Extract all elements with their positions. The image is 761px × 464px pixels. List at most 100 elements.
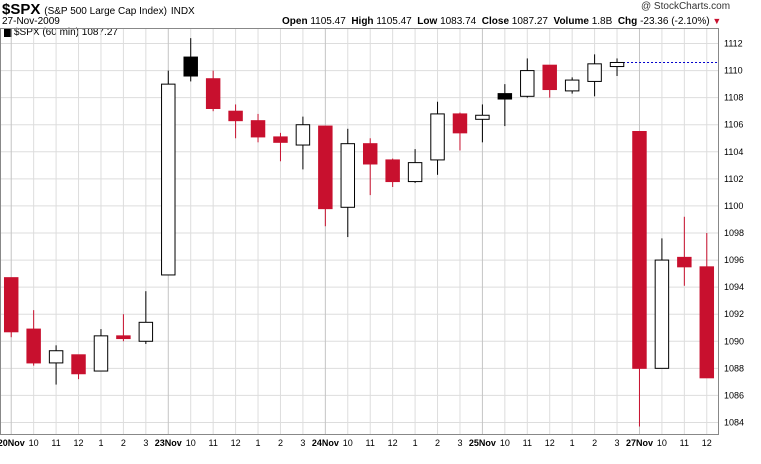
x-tick-label: 2 [592,438,597,448]
watermark: @ StockCharts.com [641,1,731,12]
candle-body [587,63,602,82]
candle-body [48,350,64,364]
candle-body [250,120,266,138]
x-tick-label: 11 [208,438,217,448]
chart-date: 27-Nov-2009 [2,16,60,27]
x-tick-label: 3 [143,438,148,448]
legend-swatch [4,29,12,37]
candle-body [340,143,356,208]
x-tick-label: 1 [256,438,261,448]
candle-body [93,335,109,372]
symbol: $SPX [2,1,41,18]
x-tick-label: 3 [300,438,305,448]
y-tick-label: 1100 [724,201,743,211]
candle-body [138,321,154,342]
candle-body [183,56,198,77]
chg-value: -23.36 (-2.10%) [640,16,710,27]
volume-label: Volume [553,16,589,27]
candle-body [497,93,513,100]
x-tick-label: 2 [121,438,126,448]
y-tick-label: 1092 [724,309,744,319]
chg-label: Chg [617,16,638,27]
plot-frame [0,28,719,435]
candle-body [407,162,423,183]
x-tick-label: 11 [680,438,689,448]
candle-body [318,125,333,210]
open-value: 1105.47 [310,16,346,27]
y-tick-label: 1102 [724,174,743,184]
x-tick-label: 12 [388,438,398,448]
close-value: 1087.27 [511,16,548,27]
candle-body [475,114,490,120]
candle-body [3,277,19,333]
x-tick-label: 12 [545,438,555,448]
x-tick-label: 11 [51,438,60,448]
y-tick-label: 1094 [724,282,744,292]
candle-body [26,328,41,364]
x-tick-label: 12 [74,438,84,448]
ohlc-readout: Open 1105.47 High 1105.47 Low 1083.74 Cl… [282,15,721,28]
x-tick-label: 2 [278,438,283,448]
candle-body [699,266,715,379]
candle-body [228,110,243,122]
low-label: Low [417,16,438,27]
x-tick-label: 2 [435,438,440,448]
x-tick-label: 11 [366,438,375,448]
candle-body [542,64,557,91]
x-tick-label: 24Nov [312,438,339,448]
candle-body [430,113,445,161]
candle-body [71,354,86,375]
x-tick-label: 11 [523,438,532,448]
x-tick-label: 10 [343,438,353,448]
y-tick-label: 1088 [724,363,744,373]
y-tick-label: 1110 [724,66,743,76]
y-tick-label: 1096 [724,255,744,265]
candle-body [677,256,692,268]
x-tick-label: 3 [615,438,620,448]
candle-body [609,61,625,68]
down-arrow-icon: ▼ [712,16,722,26]
legend: $SPX (60 min) 1087.27 [4,27,118,39]
candle-body [564,79,580,92]
candle-body [362,143,378,165]
x-tick-label: 12 [702,438,712,448]
x-tick-label: 12 [231,438,241,448]
high-label: High [351,16,374,27]
candle-body [273,136,288,143]
candle-body [632,131,647,369]
y-tick-label: 1090 [724,336,744,346]
candle-body [116,335,131,340]
y-tick-label: 1106 [724,120,743,130]
candle-body [452,113,468,134]
x-tick-label: 1 [413,438,418,448]
candle-body [161,83,176,276]
low-value: 1083.74 [440,16,477,27]
candle-body [654,259,670,369]
x-tick-label: 1 [98,438,103,448]
chart-title: $SPX (S&P 500 Large Cap Index) INDX [2,1,195,20]
high-value: 1105.47 [376,16,412,27]
x-tick-label: 25Nov [469,438,496,448]
x-tick-label: 10 [500,438,510,448]
candle-body [205,78,221,109]
legend-label: $SPX (60 min) 1087.27 [14,27,118,38]
y-tick-label: 1104 [724,147,743,157]
exchange: INDX [170,6,195,17]
x-tick-label: 10 [29,438,39,448]
y-tick-label: 1084 [724,417,744,427]
x-tick-label: 1 [570,438,575,448]
y-tick-label: 1112 [724,39,743,49]
open-label: Open [282,16,308,27]
candle-body [385,159,400,183]
x-tick-label: 20Nov [0,438,25,448]
symbol-name: (S&P 500 Large Cap Index) [44,6,167,17]
y-tick-label: 1098 [724,228,744,238]
x-tick-label: 27Nov [626,438,653,448]
x-tick-label: 10 [186,438,196,448]
y-tick-label: 1108 [724,93,743,103]
candle-body [520,70,535,97]
y-tick-label: 1086 [724,390,744,400]
x-tick-label: 3 [457,438,462,448]
x-tick-label: 10 [657,438,667,448]
